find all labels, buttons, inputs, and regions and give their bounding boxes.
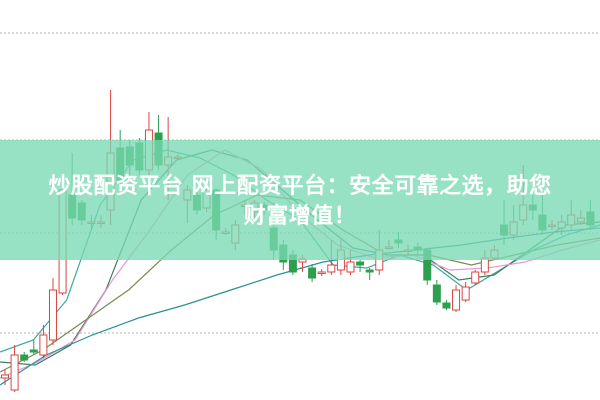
candle-body: [308, 267, 317, 279]
candle-body: [48, 289, 57, 341]
candle-body: [365, 269, 374, 273]
candle-body: [452, 289, 461, 311]
candle-body: [10, 354, 19, 391]
candle-body: [327, 264, 336, 273]
candle-body: [1, 374, 9, 379]
candle-body: [461, 286, 470, 301]
candle-body: [317, 271, 326, 274]
title-banner: [0, 140, 600, 260]
candle-body: [346, 261, 355, 273]
candle-body: [356, 261, 365, 266]
candle-body: [29, 349, 38, 353]
banner-title-line1: 炒股配资平台 网上配资平台：安全可靠之选，助您: [48, 174, 552, 199]
candle-body: [442, 302, 451, 309]
candle-body: [39, 334, 48, 356]
candle-body: [432, 284, 441, 303]
candle-body: [480, 257, 489, 273]
candle-body: [471, 271, 480, 284]
banner-title-line2: 财富增值！: [243, 204, 357, 229]
candle-body: [20, 354, 29, 361]
